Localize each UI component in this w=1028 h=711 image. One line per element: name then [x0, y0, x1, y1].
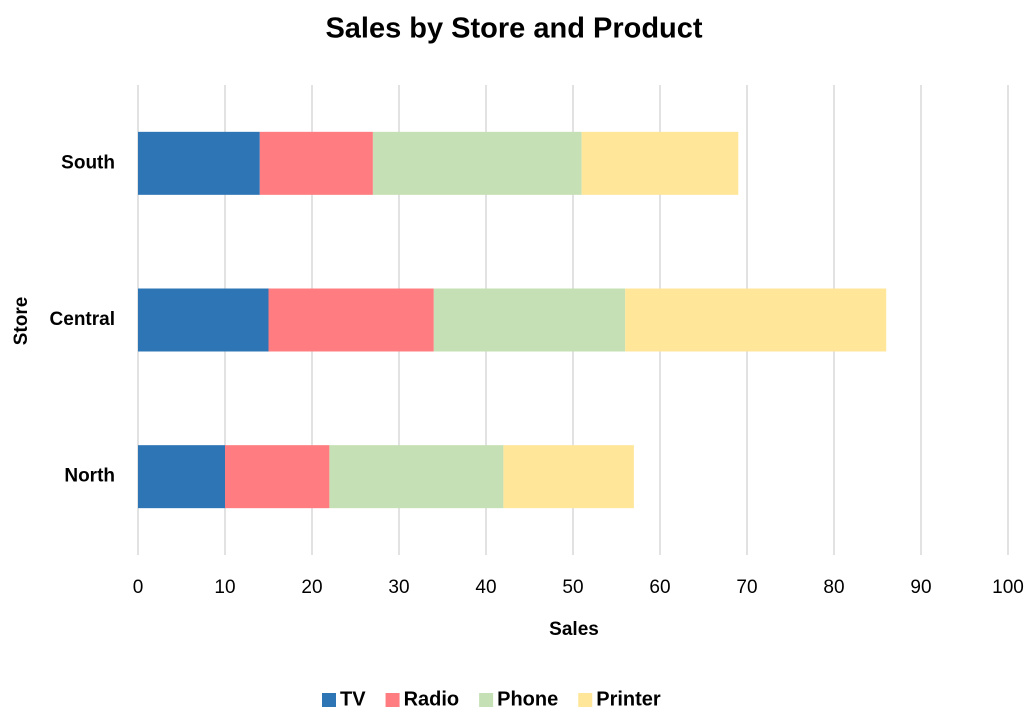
- x-tick-label: 70: [736, 577, 757, 598]
- x-tick-label: 40: [475, 577, 496, 598]
- x-tick-label: 20: [301, 577, 322, 598]
- bar-segment: [581, 131, 739, 195]
- x-tick-label: 100: [992, 577, 1024, 598]
- bar-segment: [433, 288, 626, 352]
- bar-segment: [138, 288, 269, 352]
- x-tick-label: 10: [214, 577, 235, 598]
- bar-segment: [259, 131, 373, 195]
- x-tick-label: 90: [910, 577, 931, 598]
- y-tick-label: South: [61, 152, 115, 173]
- x-tick-label: 80: [823, 577, 844, 598]
- legend-label: Phone: [497, 688, 558, 710]
- x-axis-label: Sales: [549, 619, 599, 640]
- legend-swatch: [322, 693, 336, 707]
- bar-segment: [268, 288, 434, 352]
- bar-segment: [138, 131, 260, 195]
- legend-label: TV: [340, 688, 366, 710]
- legend-swatch: [385, 693, 400, 707]
- bar-segment: [329, 445, 504, 509]
- x-tick-label: 60: [649, 577, 670, 598]
- y-axis-label: Store: [11, 297, 32, 346]
- bar-segment: [625, 288, 887, 352]
- x-tick-label: 30: [388, 577, 409, 598]
- bar-segment: [372, 131, 582, 195]
- legend-label: Printer: [596, 688, 661, 710]
- bar-segment: [138, 445, 225, 509]
- legend-swatch: [479, 693, 494, 707]
- x-tick-label: 50: [562, 577, 583, 598]
- legend-swatch: [578, 693, 593, 707]
- chart-title: Sales by Store and Product: [325, 13, 702, 45]
- bar-segment: [225, 445, 330, 509]
- y-tick-label: Central: [50, 309, 115, 330]
- y-tick-label: North: [64, 466, 115, 487]
- bar-segment: [503, 445, 634, 509]
- x-tick-label: 0: [133, 577, 144, 598]
- legend-label: Radio: [404, 688, 460, 710]
